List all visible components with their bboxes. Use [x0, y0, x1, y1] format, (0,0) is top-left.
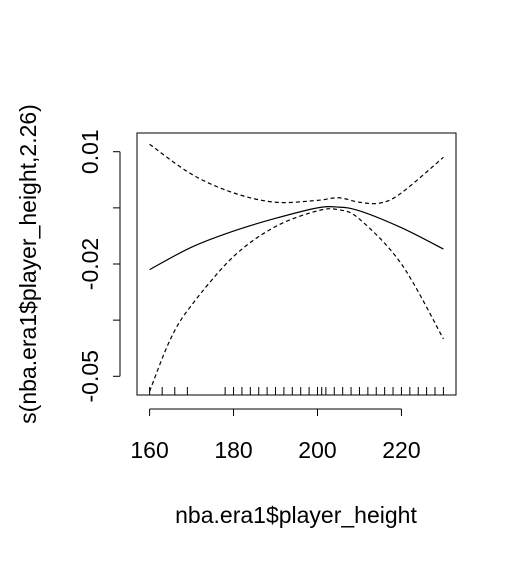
y-tick-label: -0.02	[77, 238, 103, 290]
x-tick-label: 180	[214, 437, 252, 463]
x-axis: 160 180 200 220	[130, 408, 421, 463]
x-axis-label: nba.era1$player_height	[175, 502, 417, 528]
confidence-band-line	[149, 208, 444, 392]
x-tick-label: 200	[298, 437, 336, 463]
y-tick-label: -0.05	[77, 350, 103, 402]
y-axis: -0.05 -0.02 0.01	[77, 129, 121, 403]
confidence-band-line	[149, 143, 444, 205]
y-axis-label: s(nba.era1$player_height,2.26)	[15, 104, 41, 424]
smooth-fit-line	[149, 205, 444, 271]
series-lines	[149, 143, 444, 392]
y-tick-label: 0.01	[77, 129, 103, 174]
x-tick-label: 220	[382, 437, 420, 463]
x-tick-label: 160	[130, 437, 168, 463]
rug-marks	[149, 387, 444, 395]
plot-frame	[136, 132, 457, 396]
